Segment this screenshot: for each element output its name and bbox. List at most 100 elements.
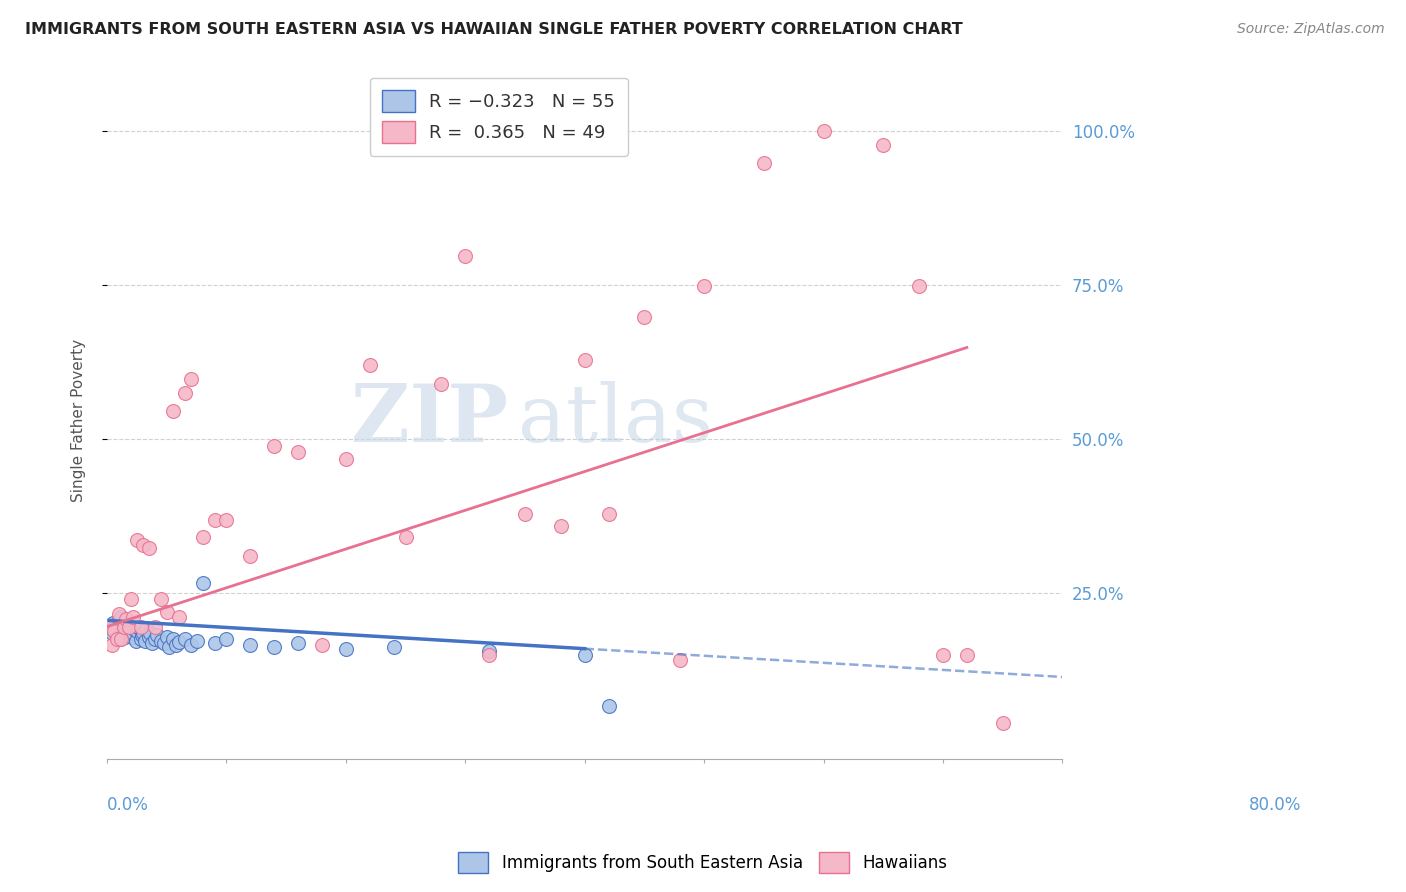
Text: ZIP: ZIP [352,382,509,459]
Point [98,619,121,633]
Point [131,627,153,641]
Point [149,591,172,606]
Point [101,616,124,631]
Point [125,633,148,648]
Point [287,445,309,459]
Point [180,371,202,385]
Point [108,613,131,627]
Point [117,627,139,641]
Point [204,636,226,650]
Point [173,632,195,646]
Point [125,533,148,548]
Point [956,648,979,663]
Point [122,610,145,624]
Point [138,630,160,644]
Point [134,633,156,648]
Point [394,530,416,544]
Point [122,625,145,640]
Point [165,638,187,652]
Text: Source: ZipAtlas.com: Source: ZipAtlas.com [1237,22,1385,37]
Point [311,638,333,652]
Point [112,619,135,633]
Point [191,576,214,591]
Point [813,124,835,138]
Point [146,627,169,641]
Point [143,632,166,646]
Point [105,632,128,646]
Point [186,633,208,648]
Point [157,640,180,654]
Point [215,632,238,646]
Point [149,633,172,648]
Point [991,716,1014,731]
Point [120,591,142,606]
Point [478,644,501,658]
Point [598,507,620,521]
Point [156,630,179,644]
Point [239,638,262,652]
Point [669,653,692,667]
Point [115,611,138,625]
Point [162,632,184,646]
Point [335,642,357,657]
Point [156,606,179,620]
Point [121,630,143,644]
Point [101,638,124,652]
Text: 80.0%: 80.0% [1249,796,1301,814]
Point [263,640,285,654]
Point [633,310,655,325]
Point [153,636,176,650]
Point [173,385,195,400]
Point [513,507,536,521]
Point [110,610,132,624]
Point [239,549,262,563]
Point [114,630,136,644]
Point [105,629,128,643]
Point [359,358,381,372]
Point [167,635,190,649]
Point [108,632,131,646]
Point [215,513,238,527]
Point [125,624,148,638]
Point [117,624,139,638]
Point [104,624,127,638]
Point [103,619,125,633]
Point [112,623,135,637]
Point [752,156,775,170]
Text: 0.0%: 0.0% [107,796,149,814]
Point [107,621,129,635]
Point [135,621,157,635]
Point [110,632,132,646]
Point [191,530,214,544]
Point [103,624,125,638]
Point [430,376,453,391]
Point [693,279,716,293]
Point [932,648,955,663]
Point [108,607,131,622]
Point [141,636,163,650]
Point [117,619,139,633]
Point [127,619,149,633]
Point [132,625,155,640]
Point [115,619,138,633]
Point [574,353,596,368]
Point [550,519,572,533]
Text: atlas: atlas [517,382,713,459]
Text: IMMIGRANTS FROM SOUTH EASTERN ASIA VS HAWAIIAN SINGLE FATHER POVERTY CORRELATION: IMMIGRANTS FROM SOUTH EASTERN ASIA VS HA… [25,22,963,37]
Point [263,439,285,453]
Point [143,619,166,633]
Point [129,632,152,646]
Point [120,621,142,635]
Point [574,648,596,663]
Point [287,636,309,650]
Point [138,541,160,556]
Point [98,619,121,633]
Point [111,625,134,640]
Point [908,279,931,293]
Point [167,610,190,624]
Y-axis label: Single Father Poverty: Single Father Poverty [72,339,86,502]
Point [478,648,501,663]
Legend: Immigrants from South Eastern Asia, Hawaiians: Immigrants from South Eastern Asia, Hawa… [451,846,955,880]
Point [872,137,894,152]
Point [180,638,202,652]
